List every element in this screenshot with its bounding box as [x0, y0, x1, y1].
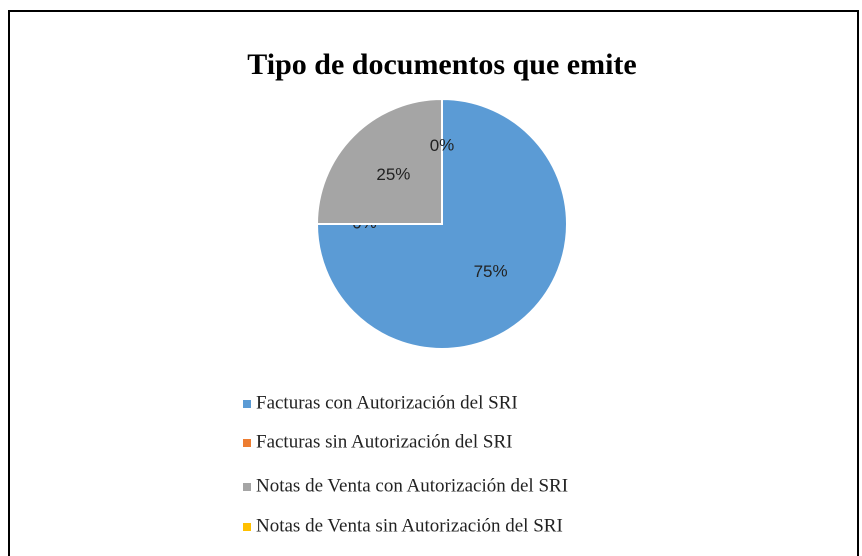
chart-title: Tipo de documentos que emite [247, 48, 636, 81]
legend-label: Notas de Venta con Autorización del SRI [256, 475, 568, 496]
legend-label: Notas de Venta sin Autorización del SRI [256, 515, 563, 536]
pie-slice [315, 97, 443, 225]
legend-label: Facturas con Autorización del SRI [256, 392, 518, 413]
data-label: 0% [430, 136, 455, 155]
pie-slice [315, 97, 568, 350]
legend-swatch [243, 483, 251, 491]
legend-swatch [243, 439, 251, 447]
legend-swatch [243, 523, 251, 531]
data-label: 75% [474, 262, 508, 281]
legend-label: Facturas sin Autorización del SRI [256, 431, 512, 452]
legend-swatch [243, 400, 251, 408]
data-label: 25% [376, 165, 410, 184]
